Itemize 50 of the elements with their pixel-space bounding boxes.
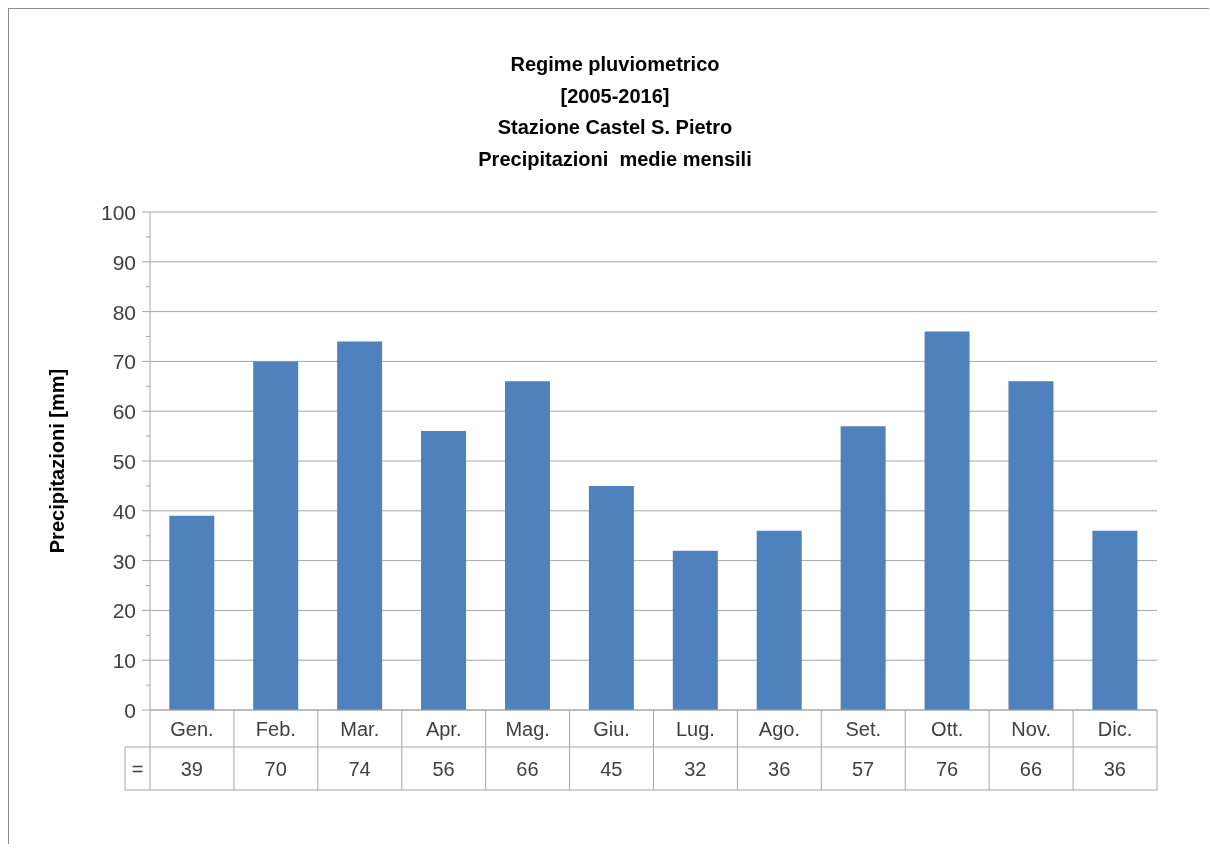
- y-tick-label: 90: [112, 250, 136, 274]
- bar: [924, 331, 970, 710]
- bar: [840, 426, 886, 710]
- chart-title: Regime pluviometrico [2005-2016] Stazione Castel S. Pietro Precipitazioni medie mensili: [478, 53, 752, 170]
- text: =: [131, 757, 144, 780]
- y-tick-label: 30: [112, 549, 136, 573]
- y-tick-label: 80: [112, 300, 136, 324]
- x-tick-label: Gen.: [170, 717, 214, 740]
- data-label: 56: [432, 757, 455, 780]
- y-tick-label: 0: [124, 698, 136, 722]
- data-label: 74: [348, 757, 371, 780]
- data-label: 36: [1103, 757, 1127, 780]
- y-tick-label: 20: [112, 598, 136, 622]
- x-tick-label: Apr.: [425, 717, 462, 740]
- y-tick-label: 100: [100, 200, 136, 224]
- bar: [756, 530, 802, 710]
- x-tick-label: Dic.: [1097, 717, 1133, 740]
- x-tick-label: Ott.: [931, 717, 964, 740]
- x-tick-label: Nov.: [1011, 717, 1051, 740]
- data-label: 70: [264, 757, 287, 780]
- x-tick-label: Set.: [845, 717, 882, 740]
- y-axis-title: Precipitazioni [mm]: [46, 368, 68, 554]
- data-label: 39: [180, 757, 203, 780]
- bar: [253, 361, 299, 710]
- data-label: 76: [935, 757, 959, 780]
- data-label: 66: [1019, 757, 1043, 780]
- bar: [672, 550, 718, 710]
- y-tick-label: 60: [112, 399, 136, 423]
- y-tick-label: 70: [112, 349, 136, 373]
- y-tick-label: 50: [112, 449, 136, 473]
- y-tick-label: 10: [112, 648, 136, 672]
- data-label: 66: [516, 757, 539, 780]
- y-tick-label: 40: [112, 499, 136, 523]
- data-label: 57: [852, 757, 875, 780]
- bar: [337, 341, 383, 710]
- bar: [1008, 381, 1054, 710]
- bar: [1092, 530, 1138, 710]
- x-tick-label: Lug.: [675, 717, 715, 740]
- x-tick-label: Feb.: [255, 717, 296, 740]
- x-tick-label: Giu.: [593, 717, 630, 740]
- data-label: 45: [600, 757, 623, 780]
- data-label: 36: [768, 757, 791, 780]
- bar: [588, 485, 634, 710]
- bar: [169, 515, 215, 710]
- bar: [504, 381, 550, 710]
- bar: [421, 431, 467, 710]
- x-tick-label: Mag.: [505, 717, 550, 740]
- x-tick-label: Mar.: [340, 717, 380, 740]
- data-label: 32: [684, 757, 707, 780]
- x-tick-label: Ago.: [758, 717, 800, 740]
